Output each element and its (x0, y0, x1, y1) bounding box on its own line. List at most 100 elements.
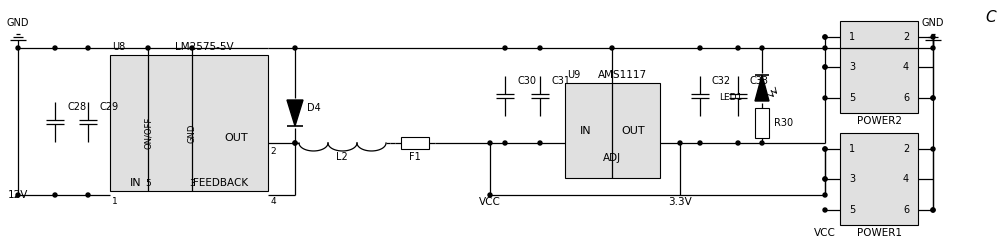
Text: U8: U8 (112, 42, 125, 52)
Text: 1: 1 (849, 32, 855, 42)
Circle shape (931, 96, 935, 100)
Circle shape (503, 46, 507, 50)
Bar (110, 55, 268, 191)
Circle shape (736, 141, 740, 145)
Circle shape (293, 141, 297, 145)
Text: 6: 6 (903, 205, 909, 215)
Circle shape (293, 141, 297, 145)
Bar (840, 21, 918, 113)
Text: VCC: VCC (479, 197, 501, 207)
Circle shape (488, 141, 492, 145)
Circle shape (823, 147, 827, 151)
Polygon shape (287, 100, 303, 126)
Text: 3: 3 (189, 179, 195, 188)
Text: OUT: OUT (621, 126, 645, 136)
Circle shape (760, 46, 764, 50)
Text: IN: IN (130, 178, 142, 188)
Text: C30: C30 (517, 76, 536, 86)
Text: 3: 3 (849, 62, 855, 72)
Circle shape (931, 208, 935, 212)
Circle shape (823, 208, 827, 212)
Text: 3: 3 (849, 174, 855, 184)
Text: C28: C28 (67, 102, 86, 112)
Circle shape (190, 46, 194, 50)
Circle shape (86, 46, 90, 50)
Text: LED1: LED1 (719, 94, 742, 103)
Bar (755, 108, 769, 138)
Text: 5: 5 (849, 93, 855, 103)
Text: 12V: 12V (8, 190, 28, 200)
Bar (565, 83, 660, 178)
Circle shape (823, 35, 827, 39)
Text: 5: 5 (145, 179, 151, 188)
Text: D4: D4 (307, 103, 321, 113)
Text: VCC: VCC (814, 228, 836, 238)
Circle shape (823, 65, 827, 69)
Text: 2: 2 (903, 144, 909, 154)
Text: LM2575-5V: LM2575-5V (175, 42, 233, 52)
Text: GND: GND (188, 123, 196, 143)
Circle shape (736, 46, 740, 50)
Text: ON/OFF: ON/OFF (144, 117, 152, 149)
Circle shape (53, 193, 57, 197)
Text: 1: 1 (112, 198, 118, 207)
Bar (840, 133, 918, 225)
Text: GND: GND (922, 18, 944, 28)
Text: 4: 4 (903, 62, 909, 72)
Text: 2: 2 (270, 147, 276, 156)
Circle shape (53, 46, 57, 50)
Text: 5: 5 (849, 205, 855, 215)
Text: R30: R30 (774, 118, 793, 128)
Text: OUT: OUT (224, 133, 248, 143)
Circle shape (823, 147, 827, 151)
Circle shape (760, 141, 764, 145)
Circle shape (538, 141, 542, 145)
Text: 6: 6 (903, 93, 909, 103)
Bar (401, 137, 429, 149)
Text: L2: L2 (336, 152, 348, 162)
Polygon shape (755, 75, 769, 101)
Circle shape (698, 141, 702, 145)
Text: FEEDBACK: FEEDBACK (193, 178, 248, 188)
Circle shape (931, 35, 935, 39)
Text: GND: GND (7, 18, 29, 28)
Text: F1: F1 (409, 152, 421, 162)
Text: POWER1: POWER1 (856, 228, 902, 238)
Circle shape (823, 65, 827, 69)
Text: 1: 1 (849, 144, 855, 154)
Circle shape (86, 193, 90, 197)
Text: ADJ: ADJ (603, 153, 621, 163)
Circle shape (823, 193, 827, 197)
Circle shape (823, 96, 827, 100)
Text: POWER2: POWER2 (856, 116, 902, 126)
Text: 4: 4 (903, 174, 909, 184)
Text: IN: IN (580, 126, 592, 136)
Text: 3.3V: 3.3V (668, 197, 692, 207)
Circle shape (931, 208, 935, 212)
Circle shape (16, 46, 20, 50)
Circle shape (146, 46, 150, 50)
Text: C32: C32 (712, 76, 731, 86)
Text: C29: C29 (100, 102, 119, 112)
Circle shape (823, 177, 827, 181)
Text: C31: C31 (552, 76, 571, 86)
Text: C33: C33 (750, 76, 769, 86)
Circle shape (931, 96, 935, 100)
Circle shape (823, 35, 827, 39)
Circle shape (16, 193, 20, 197)
Circle shape (823, 177, 827, 181)
Text: AMS1117: AMS1117 (598, 70, 647, 80)
Text: 2: 2 (903, 32, 909, 42)
Circle shape (610, 46, 614, 50)
Circle shape (931, 147, 935, 151)
Circle shape (488, 193, 492, 197)
Circle shape (931, 46, 935, 50)
Circle shape (503, 141, 507, 145)
Circle shape (823, 46, 827, 50)
Text: U9: U9 (567, 70, 580, 80)
Circle shape (538, 46, 542, 50)
Circle shape (293, 46, 297, 50)
Circle shape (678, 141, 682, 145)
Text: C: C (985, 10, 996, 26)
Circle shape (698, 46, 702, 50)
